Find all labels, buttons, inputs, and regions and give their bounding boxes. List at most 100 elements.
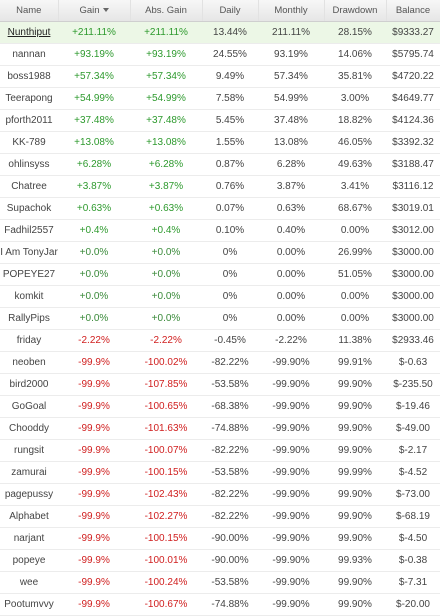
table-row[interactable]: GoGoal -99.9% -100.65% -68.38% -99.90% 99.90%… bbox=[0, 395, 440, 418]
cell-drawdown: 49.63% bbox=[324, 153, 386, 176]
cell-monthly: -99.90% bbox=[258, 461, 324, 484]
cell-monthly: 211.11% bbox=[258, 21, 324, 44]
cell-drawdown: 99.90% bbox=[324, 571, 386, 594]
table-row[interactable]: pforth2011 +37.48% +37.48% 5.45% 37.48% 18.82… bbox=[0, 109, 440, 132]
cell-abs-gain: -100.15% bbox=[130, 527, 202, 550]
table-row[interactable]: pagepussy -99.9% -102.43% -82.22% -99.90% 99.… bbox=[0, 483, 440, 506]
cell-name[interactable]: I Am TonyJar bbox=[0, 241, 58, 264]
table-row[interactable]: KK-789 +13.08% +13.08% 1.55% 13.08% 46.05% $33… bbox=[0, 131, 440, 154]
cell-drawdown: 14.06% bbox=[324, 43, 386, 66]
cell-name[interactable]: KK-789 bbox=[0, 131, 58, 154]
table-body: Nunthiput +211.11% +211.11% 13.44% 211.11% 28… bbox=[0, 21, 440, 616]
table-row[interactable]: boss1988 +57.34% +57.34% 9.49% 57.34% 35.81% $… bbox=[0, 65, 440, 88]
cell-name[interactable]: Chatree bbox=[0, 175, 58, 198]
cell-name[interactable]: zamurai bbox=[0, 461, 58, 484]
cell-gain: +6.28% bbox=[58, 153, 130, 176]
table-row[interactable]: Nunthiput +211.11% +211.11% 13.44% 211.11% 28… bbox=[0, 21, 440, 44]
cell-abs-gain: +0.4% bbox=[130, 219, 202, 242]
cell-name[interactable]: popeye bbox=[0, 549, 58, 572]
header-abs-gain[interactable]: Abs. Gain bbox=[130, 0, 203, 22]
cell-name[interactable]: Fadhil2557 bbox=[0, 219, 58, 242]
cell-name[interactable]: bird2000 bbox=[0, 373, 58, 396]
cell-monthly: -2.22% bbox=[258, 329, 324, 352]
cell-name[interactable]: narjant bbox=[0, 527, 58, 550]
cell-abs-gain: -101.63% bbox=[130, 417, 202, 440]
table-row[interactable]: nannan +93.19% +93.19% 24.55% 93.19% 14.06% $5… bbox=[0, 43, 440, 66]
table-row[interactable]: rungsit -99.9% -100.07% -82.22% -99.90% 99.90… bbox=[0, 439, 440, 462]
cell-drawdown: 99.90% bbox=[324, 417, 386, 440]
table-row[interactable]: narjant -99.9% -100.15% -90.00% -99.90% 99.90… bbox=[0, 527, 440, 550]
cell-name[interactable]: neoben bbox=[0, 351, 58, 374]
cell-name[interactable]: Chooddy bbox=[0, 417, 58, 440]
cell-drawdown: 3.41% bbox=[324, 175, 386, 198]
cell-balance: $-235.50 bbox=[386, 373, 440, 396]
table-row[interactable]: Fadhil2557 +0.4% +0.4% 0.10% 0.40% 0.00% $3012… bbox=[0, 219, 440, 242]
cell-drawdown: 99.99% bbox=[324, 461, 386, 484]
cell-monthly: 37.48% bbox=[258, 109, 324, 132]
table-row[interactable]: popeye -99.9% -100.01% -90.00% -99.90% 99.93%… bbox=[0, 549, 440, 572]
table-row[interactable]: zamurai -99.9% -100.15% -53.58% -99.90% 99.99… bbox=[0, 461, 440, 484]
table-row[interactable]: Alphabet -99.9% -102.27% -82.22% -99.90% 99.9… bbox=[0, 505, 440, 528]
cell-name[interactable]: pagepussy bbox=[0, 483, 58, 506]
table-row[interactable]: Chooddy -99.9% -101.63% -74.88% -99.90% 99.90… bbox=[0, 417, 440, 440]
table-row[interactable]: Supachok +0.63% +0.63% 0.07% 0.63% 68.67% $301… bbox=[0, 197, 440, 220]
header-monthly[interactable]: Monthly bbox=[258, 0, 325, 22]
header-gain[interactable]: Gain bbox=[58, 0, 131, 22]
cell-name[interactable]: Pootumvvy bbox=[0, 593, 58, 616]
cell-daily: 0.07% bbox=[202, 197, 258, 220]
table-row[interactable]: Chatree +3.87% +3.87% 0.76% 3.87% 3.41% $3116.… bbox=[0, 175, 440, 198]
cell-daily: -82.22% bbox=[202, 351, 258, 374]
cell-abs-gain: -100.24% bbox=[130, 571, 202, 594]
cell-name[interactable]: RallyPips bbox=[0, 307, 58, 330]
cell-gain: +93.19% bbox=[58, 43, 130, 66]
header-name[interactable]: Name bbox=[0, 0, 59, 22]
cell-name[interactable]: rungsit bbox=[0, 439, 58, 462]
cell-daily: -90.00% bbox=[202, 527, 258, 550]
cell-name[interactable]: ohlinsyss bbox=[0, 153, 58, 176]
cell-daily: -0.45% bbox=[202, 329, 258, 352]
cell-balance: $3000.00 bbox=[386, 307, 440, 330]
cell-abs-gain: +0.0% bbox=[130, 307, 202, 330]
cell-name[interactable]: komkit bbox=[0, 285, 58, 308]
table-row[interactable]: ohlinsyss +6.28% +6.28% 0.87% 6.28% 49.63% $31… bbox=[0, 153, 440, 176]
table-row[interactable]: Teerapong +54.99% +54.99% 7.58% 54.99% 3.00% $… bbox=[0, 87, 440, 110]
table-row[interactable]: friday -2.22% -2.22% -0.45% -2.22% 11.38% $293… bbox=[0, 329, 440, 352]
cell-drawdown: 99.91% bbox=[324, 351, 386, 374]
table-row[interactable]: bird2000 -99.9% -107.85% -53.58% -99.90% 99.9… bbox=[0, 373, 440, 396]
cell-name[interactable]: friday bbox=[0, 329, 58, 352]
cell-name[interactable]: boss1988 bbox=[0, 65, 58, 88]
cell-balance: $3000.00 bbox=[386, 285, 440, 308]
header-balance[interactable]: Balance bbox=[386, 0, 440, 22]
table-row[interactable]: Pootumvvy -99.9% -100.67% -74.88% -99.90% 99.… bbox=[0, 593, 440, 616]
cell-name[interactable]: pforth2011 bbox=[0, 109, 58, 132]
cell-name[interactable]: wee bbox=[0, 571, 58, 594]
header-daily[interactable]: Daily bbox=[202, 0, 259, 22]
cell-name[interactable]: Teerapong bbox=[0, 87, 58, 110]
cell-monthly: 0.63% bbox=[258, 197, 324, 220]
cell-name[interactable]: Nunthiput bbox=[0, 21, 58, 44]
table-row[interactable]: RallyPips +0.0% +0.0% 0% 0.00% 0.00% $3000.00 bbox=[0, 307, 440, 330]
cell-balance: $-19.46 bbox=[386, 395, 440, 418]
table-row[interactable]: komkit +0.0% +0.0% 0% 0.00% 0.00% $3000.00 bbox=[0, 285, 440, 308]
table-row[interactable]: wee -99.9% -100.24% -53.58% -99.90% 99.90% $-7… bbox=[0, 571, 440, 594]
cell-name[interactable]: nannan bbox=[0, 43, 58, 66]
cell-name[interactable]: GoGoal bbox=[0, 395, 58, 418]
cell-daily: 1.55% bbox=[202, 131, 258, 154]
cell-name[interactable]: Supachok bbox=[0, 197, 58, 220]
cell-drawdown: 99.90% bbox=[324, 505, 386, 528]
cell-abs-gain: -102.43% bbox=[130, 483, 202, 506]
cell-daily: 0% bbox=[202, 307, 258, 330]
cell-gain: -99.9% bbox=[58, 461, 130, 484]
table-row[interactable]: POPEYE27 +0.0% +0.0% 0% 0.00% 51.05% $3000.00 bbox=[0, 263, 440, 286]
cell-monthly: -99.90% bbox=[258, 439, 324, 462]
header-drawdown[interactable]: Drawdown bbox=[324, 0, 387, 22]
cell-name[interactable]: Alphabet bbox=[0, 505, 58, 528]
cell-gain: +211.11% bbox=[58, 21, 130, 44]
cell-name[interactable]: POPEYE27 bbox=[0, 263, 58, 286]
cell-gain: -99.9% bbox=[58, 351, 130, 374]
cell-daily: -74.88% bbox=[202, 417, 258, 440]
table-row[interactable]: I Am TonyJar +0.0% +0.0% 0% 0.00% 26.99% $3000… bbox=[0, 241, 440, 264]
cell-gain: -99.9% bbox=[58, 593, 130, 616]
cell-balance: $3000.00 bbox=[386, 263, 440, 286]
table-row[interactable]: neoben -99.9% -100.02% -82.22% -99.90% 99.91%… bbox=[0, 351, 440, 374]
